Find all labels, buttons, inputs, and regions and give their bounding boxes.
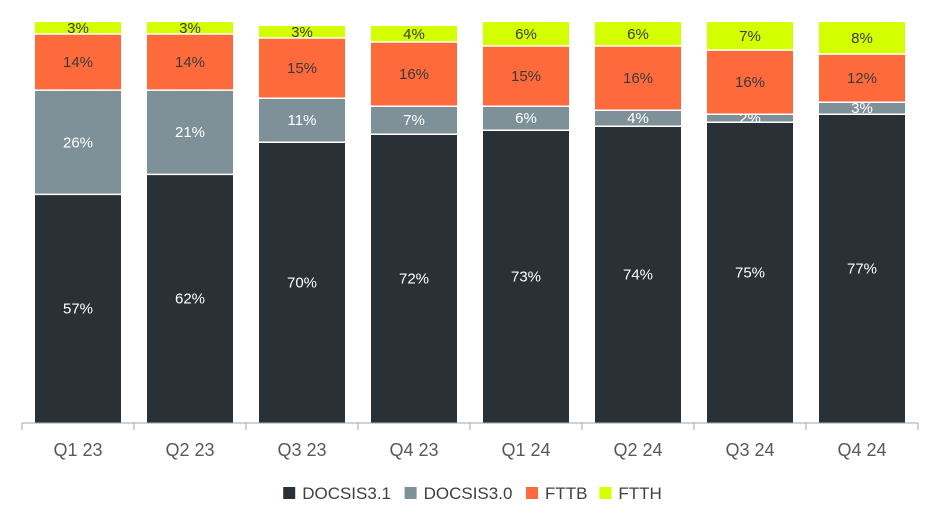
data-label-ftth-q2-23: 3% (179, 20, 201, 37)
data-label-docsis3-0-q2-24: 4% (627, 110, 649, 127)
bar-segment-ftth-q2-23 (147, 22, 233, 35)
bar-segment-docsis3-1-q4-23 (371, 134, 457, 423)
legend-swatch-docsis3-1 (283, 487, 296, 499)
data-label-docsis3-0-q2-23: 21% (175, 124, 205, 141)
bar-segment-ftth-q2-24 (595, 22, 681, 47)
data-label-docsis3-0-q1-24: 6% (515, 110, 537, 127)
bar-stack-q2-24: 74% 4% 16% 6% (595, 22, 681, 423)
data-label-fttb-q1-23: 14% (63, 54, 93, 71)
x-tick-label-q1-24: Q1 24 (501, 440, 550, 460)
bar-segment-ftth-q4-23 (371, 26, 457, 43)
data-label-fttb-q3-24: 16% (735, 74, 765, 91)
data-label-docsis3-1-q2-23: 62% (175, 291, 205, 308)
bar-segment-fttb-q2-23 (147, 34, 233, 91)
bar-segment-fttb-q3-24 (707, 50, 793, 115)
bar-segment-docsis3-0-q1-24 (483, 106, 569, 131)
bar-stack-q4-24: 77% 3% 12% 8% (819, 22, 905, 423)
bar-segment-docsis3-0-q3-23 (259, 98, 345, 143)
data-label-ftth-q2-24: 6% (627, 26, 649, 43)
bar-segment-ftth-q4-24 (819, 22, 905, 55)
bar-segment-docsis3-0-q2-23 (147, 90, 233, 175)
legend-label-fttb: FTTB (545, 484, 588, 503)
bar-segment-docsis3-0-q1-23 (35, 90, 121, 195)
data-label-fttb-q2-24: 16% (623, 70, 653, 87)
bar-segment-docsis3-0-q3-24 (707, 114, 793, 123)
bar-segment-fttb-q4-24 (819, 54, 905, 103)
data-label-ftth-q1-23: 3% (67, 20, 89, 37)
x-tick-label-q3-24: Q3 24 (725, 440, 774, 460)
bar-segment-docsis3-1-q1-23 (35, 194, 121, 423)
data-label-docsis3-1-q3-23: 70% (287, 275, 317, 292)
data-label-ftth-q4-23: 4% (403, 26, 425, 43)
bar-segment-ftth-q3-24 (707, 22, 793, 51)
bar-segment-ftth-q3-23 (259, 26, 345, 39)
data-label-ftth-q3-24: 7% (739, 28, 761, 45)
bar-segment-fttb-q1-23 (35, 34, 121, 91)
legend-swatch-docsis3-0 (404, 487, 417, 499)
x-axis-ticks: Q1 23 Q2 23 Q3 23 Q4 23 Q1 24 Q2 24 Q3 24 Q4 24 (21, 423, 919, 460)
bar-segment-docsis3-1-q3-24 (707, 122, 793, 423)
bar-segment-fttb-q3-23 (259, 38, 345, 99)
bar-segment-fttb-q4-23 (371, 42, 457, 107)
bar-segment-docsis3-0-q2-24 (595, 110, 681, 127)
data-label-ftth-q3-23: 3% (291, 24, 313, 41)
data-label-docsis3-1-q4-23: 72% (399, 271, 429, 288)
data-label-docsis3-1-q4-24: 77% (847, 261, 877, 278)
bar-stack-q3-24: 75%2%16%7% (707, 22, 793, 423)
legend-item-docsis3-1: DOCSIS3.1 (283, 484, 391, 503)
x-tick-label-q4-23: Q4 23 (389, 440, 438, 460)
data-label-docsis3-0-q4-23: 7% (403, 112, 425, 129)
bar-stack-q3-23: 70% 11% 15% 3% (259, 24, 345, 424)
legend: DOCSIS3.1 DOCSIS3.0 FTTB FTTH (283, 484, 662, 503)
bar-segment-docsis3-0-q4-23 (371, 106, 457, 135)
x-tick-label-q3-23: Q3 23 (277, 440, 326, 460)
x-tick-label-q1-23: Q1 23 (53, 440, 102, 460)
data-label-fttb-q1-24: 15% (511, 68, 541, 85)
bar-stack-q2-23: 62% 21% 14% 3% (147, 20, 233, 423)
bar-segment-docsis3-1-q2-23 (147, 174, 233, 423)
data-label-fttb-q3-23: 15% (287, 60, 317, 77)
data-label-ftth-q4-24: 8% (851, 30, 873, 47)
legend-label-ftth: FTTH (618, 484, 661, 503)
bar-stack-q4-23: 72% 7% 16% 4% (371, 26, 457, 423)
bar-segment-docsis3-1-q3-23 (259, 142, 345, 424)
bar-stack-q1-24: 73% 6% 15% 6% (483, 22, 569, 423)
bar-segment-docsis3-1-q2-24 (595, 126, 681, 423)
bars-layer: 57% 26% 14% 3% 62% 21% 14% 3% 70% 11% 15% 3% 72% 7% 16… (35, 20, 905, 424)
data-label-fttb-q2-23: 14% (175, 54, 205, 71)
data-label-fttb-q4-24: 12% (847, 70, 877, 87)
data-label-docsis3-1-q1-24: 73% (511, 269, 541, 286)
data-label-docsis3-1-q2-24: 74% (623, 267, 653, 284)
bar-segment-docsis3-1-q1-24 (483, 130, 569, 423)
x-tick-label-q2-23: Q2 23 (165, 440, 214, 460)
legend-label-docsis3-0: DOCSIS3.0 (424, 484, 513, 503)
x-tick-label-q2-24: Q2 24 (613, 440, 662, 460)
data-label-docsis3-0-q1-23: 26% (63, 134, 93, 151)
data-label-ftth-q1-24: 6% (515, 26, 537, 43)
data-label-docsis3-1-q3-24: 75% (735, 265, 765, 282)
bar-segment-fttb-q1-24 (483, 46, 569, 107)
data-label-docsis3-1-q1-23: 57% (63, 301, 93, 318)
bar-stack-q1-23: 57% 26% 14% 3% (35, 20, 121, 423)
legend-item-ftth: FTTH (599, 484, 662, 503)
bar-segment-ftth-q1-23 (35, 22, 121, 35)
data-label-docsis3-0-q3-23: 11% (288, 112, 317, 129)
legend-label-docsis3-1: DOCSIS3.1 (302, 484, 391, 503)
legend-swatch-fttb (526, 487, 538, 499)
bar-segment-ftth-q1-24 (483, 22, 569, 47)
legend-item-fttb: FTTB (526, 484, 588, 503)
x-tick-label-q4-24: Q4 24 (837, 440, 886, 460)
bar-segment-docsis3-1-q4-24 (819, 114, 905, 423)
data-label-docsis3-0-q4-24: 3% (851, 100, 873, 117)
legend-item-docsis3-0: DOCSIS3.0 (404, 484, 513, 503)
bar-segment-fttb-q2-24 (595, 46, 681, 111)
data-label-fttb-q4-23: 16% (399, 66, 429, 83)
bar-segment-docsis3-0-q4-24 (819, 102, 905, 115)
legend-swatch-ftth (599, 487, 612, 499)
